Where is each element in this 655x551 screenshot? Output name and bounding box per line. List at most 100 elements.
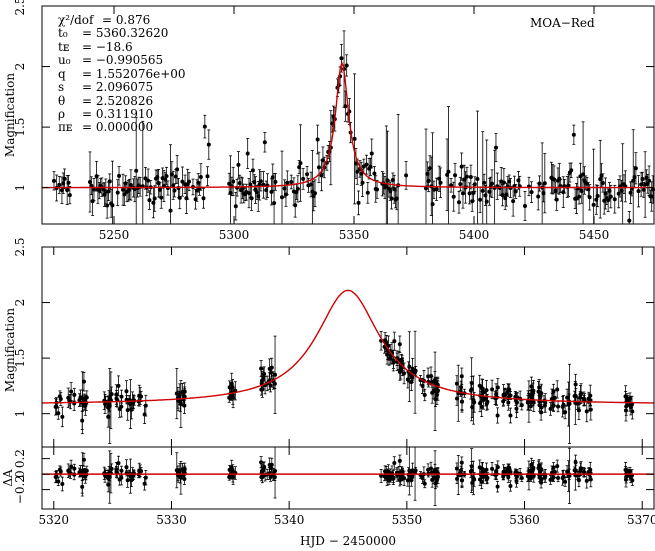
middle-ylabel: Magnification [3, 308, 17, 392]
middle-point-250 [551, 403, 556, 408]
residual-point-61 [142, 481, 147, 486]
top-point-214 [472, 182, 477, 187]
residual-point-6 [54, 474, 59, 479]
residual-panel: 5320 5330 5340 5350 5360 5370 −0.20 0.2 ΔA HJD … [1, 446, 655, 548]
middle-point-249 [556, 404, 561, 409]
top-point-261 [566, 183, 571, 188]
residual-point-242 [539, 467, 544, 472]
middle-point-74 [176, 398, 181, 403]
top-point-167 [369, 151, 374, 156]
residual-point-136 [409, 478, 414, 483]
top-point-248 [542, 181, 547, 186]
top-point-243 [529, 190, 534, 195]
middle-ticks: 1 1.5 2 2.5 [13, 237, 654, 447]
x-tick-label-1: 5300 [219, 228, 250, 242]
middle-point-171 [460, 399, 465, 404]
residual-point-3 [56, 479, 61, 484]
middle-point-168 [454, 381, 459, 386]
top-point-119 [289, 180, 294, 185]
top-point-8 [67, 193, 72, 198]
middle-point-272 [584, 409, 589, 414]
residual-point-54 [124, 465, 129, 470]
top-point-241 [523, 203, 527, 208]
top-point-29 [122, 192, 127, 197]
y-tick-label-3: 2.5 [13, 237, 27, 256]
middle-point-99 [273, 372, 278, 377]
residual-point-178 [472, 477, 477, 482]
middle-point-12 [72, 392, 77, 397]
residual-point-258 [567, 473, 572, 478]
residual-point-143 [410, 468, 415, 473]
top-point-210 [467, 191, 472, 196]
top-point-200 [449, 183, 454, 188]
middle-point-72 [182, 389, 187, 394]
top-point-310 [647, 178, 652, 183]
top-point-245 [537, 181, 542, 186]
middle-point-269 [573, 382, 578, 387]
residual-point-167 [455, 476, 460, 481]
top-point-95 [245, 151, 250, 156]
middle-point-209 [501, 399, 506, 404]
residual-point-195 [495, 465, 500, 470]
top-point-297 [627, 218, 632, 223]
param-value-4: = 1.552076e+00 [82, 67, 186, 81]
middle-point-242 [539, 391, 544, 396]
residual-point-265 [579, 466, 584, 471]
top-point-134 [316, 165, 321, 170]
top-point-0 [52, 178, 56, 183]
middle-point-6 [54, 404, 59, 409]
top-point-77 [198, 174, 203, 179]
top-point-12 [91, 187, 96, 192]
middle-point-147 [422, 393, 427, 398]
residual-point-193 [495, 484, 500, 489]
residual-point-11 [66, 468, 71, 473]
top-point-209 [464, 174, 469, 179]
y-tick-label-0: 1 [13, 184, 27, 192]
top-point-198 [446, 169, 451, 174]
residual-point-93 [262, 464, 267, 469]
middle-point-256 [563, 410, 568, 415]
top-point-132 [313, 191, 317, 196]
top-point-113 [273, 179, 278, 184]
param-name-5: s [58, 80, 64, 94]
middle-point-190 [483, 396, 488, 401]
x-tick-label-0: 5320 [38, 513, 69, 527]
param-value-5: = 2.096075 [82, 80, 153, 94]
residual-point-21 [84, 468, 89, 473]
top-point-123 [295, 186, 300, 191]
param-name-7: ρ [58, 107, 65, 121]
top-point-121 [293, 203, 298, 208]
middle-point-32 [109, 392, 114, 397]
top-point-276 [587, 195, 592, 200]
top-point-53 [159, 195, 164, 200]
top-point-204 [458, 182, 463, 187]
top-point-57 [164, 174, 169, 179]
param-name-1: t₀ [58, 26, 68, 40]
top-point-244 [536, 194, 541, 199]
top-point-97 [248, 182, 253, 187]
top-ticks: 5250 5300 5350 5400 5450 1 1.5 2 2.5 [13, 0, 654, 242]
middle-point-36 [103, 401, 108, 406]
middle-point-258 [567, 401, 572, 406]
residual-point-177 [468, 469, 473, 474]
top-point-253 [554, 197, 559, 202]
residual-point-8 [69, 464, 74, 469]
top-point-201 [451, 194, 456, 199]
top-point-211 [468, 175, 473, 180]
middle-point-114 [392, 339, 397, 344]
param-name-4: q [58, 67, 66, 81]
residual-point-142 [407, 468, 412, 473]
residual-frame [41, 446, 655, 510]
middle-point-4 [57, 394, 62, 399]
y-tick-label-1: 1.5 [13, 349, 27, 368]
legend-label: MOA−Red [530, 16, 595, 30]
residual-point-107 [382, 474, 387, 479]
top-point-66 [177, 195, 182, 200]
x-tick-label-3: 5400 [459, 228, 490, 242]
middle-point-285 [624, 404, 629, 409]
residual-point-259 [565, 469, 570, 474]
residual-point-108 [379, 473, 384, 478]
x-tick-label-3: 5350 [392, 513, 423, 527]
middle-point-24 [78, 395, 83, 400]
middle-point-207 [501, 392, 506, 397]
